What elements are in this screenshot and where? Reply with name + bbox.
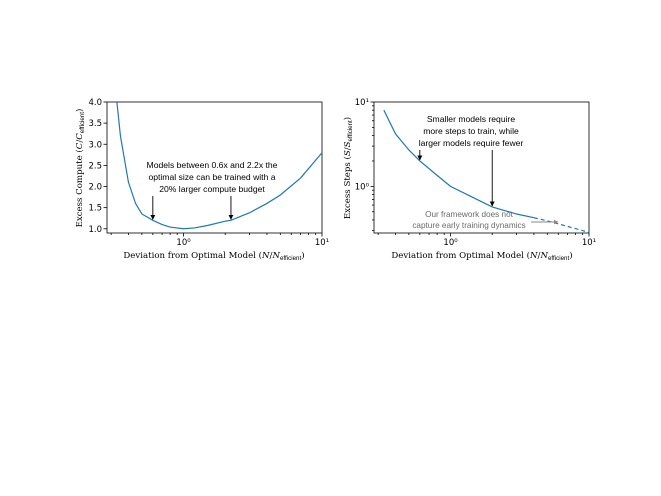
- right-gray-note-line-1: Our framework does not: [425, 210, 514, 219]
- left-x-tick-label: 10¹: [315, 238, 329, 248]
- right-x-tick-label: 10⁰: [443, 238, 458, 248]
- left-x-tick-label: 10⁰: [176, 238, 191, 248]
- right-annotation-line-3: larger models require fewer: [419, 138, 524, 148]
- left-plot-frame: [106, 101, 323, 234]
- left-y-tick-label: 2.0: [88, 183, 102, 193]
- left-x-axis-title: Deviation from Optimal Model (N/Nefficie…: [123, 250, 304, 262]
- left-y-tick-label: 1.5: [88, 204, 102, 214]
- right-y-ticks: 10⁰ 10¹: [355, 98, 374, 231]
- left-annotation-line-3: 20% larger compute budget: [159, 184, 265, 194]
- left-y-tick-label: 4.0: [88, 98, 102, 108]
- right-chart: 10⁰ 10¹ 10⁰ 10¹ Smaller models require mor…: [342, 98, 596, 262]
- right-x-tick-label: 10¹: [582, 238, 596, 248]
- right-y-tick-label: 10⁰: [355, 182, 370, 192]
- left-y-ticks: 1.0 1.5 2.0 2.5 3.0 3.5 4.0: [88, 98, 107, 235]
- left-chart: 1.0 1.5 2.0 2.5 3.0 3.5 4.0 10⁰ 10¹ Models betw…: [74, 98, 329, 262]
- left-x-ticks: 10⁰ 10¹: [110, 233, 329, 248]
- right-annotation-line-2: more steps to train, while: [423, 126, 519, 136]
- left-y-tick-label: 3.0: [88, 140, 102, 150]
- left-y-tick-label: 2.5: [88, 161, 102, 171]
- right-y-axis-title: Excess Steps (S/Sefficient): [342, 117, 354, 219]
- right-plot-frame: [373, 101, 590, 234]
- right-x-axis-title: Deviation from Optimal Model (N/Nefficie…: [391, 250, 572, 262]
- left-series-line: [116, 101, 323, 230]
- right-y-tick-label: 10¹: [355, 98, 369, 108]
- left-annotation-line-1: Models between 0.6x and 2.2x the: [147, 160, 278, 170]
- right-series-line-dashed: [533, 217, 590, 233]
- left-y-tick-label: 1.0: [88, 225, 102, 235]
- right-gray-note-line-2: capture early training dynamics: [412, 221, 525, 230]
- right-series-line-solid: [383, 109, 535, 219]
- left-y-tick-label: 3.5: [88, 119, 102, 129]
- right-x-ticks: 10⁰ 10¹: [377, 233, 596, 248]
- right-annotation-line-1: Smaller models require: [427, 114, 516, 124]
- left-annotation-line-2: optimal size can be trained with a: [148, 172, 275, 182]
- left-y-axis-title: Excess Compute (C/Cefficient): [74, 109, 86, 228]
